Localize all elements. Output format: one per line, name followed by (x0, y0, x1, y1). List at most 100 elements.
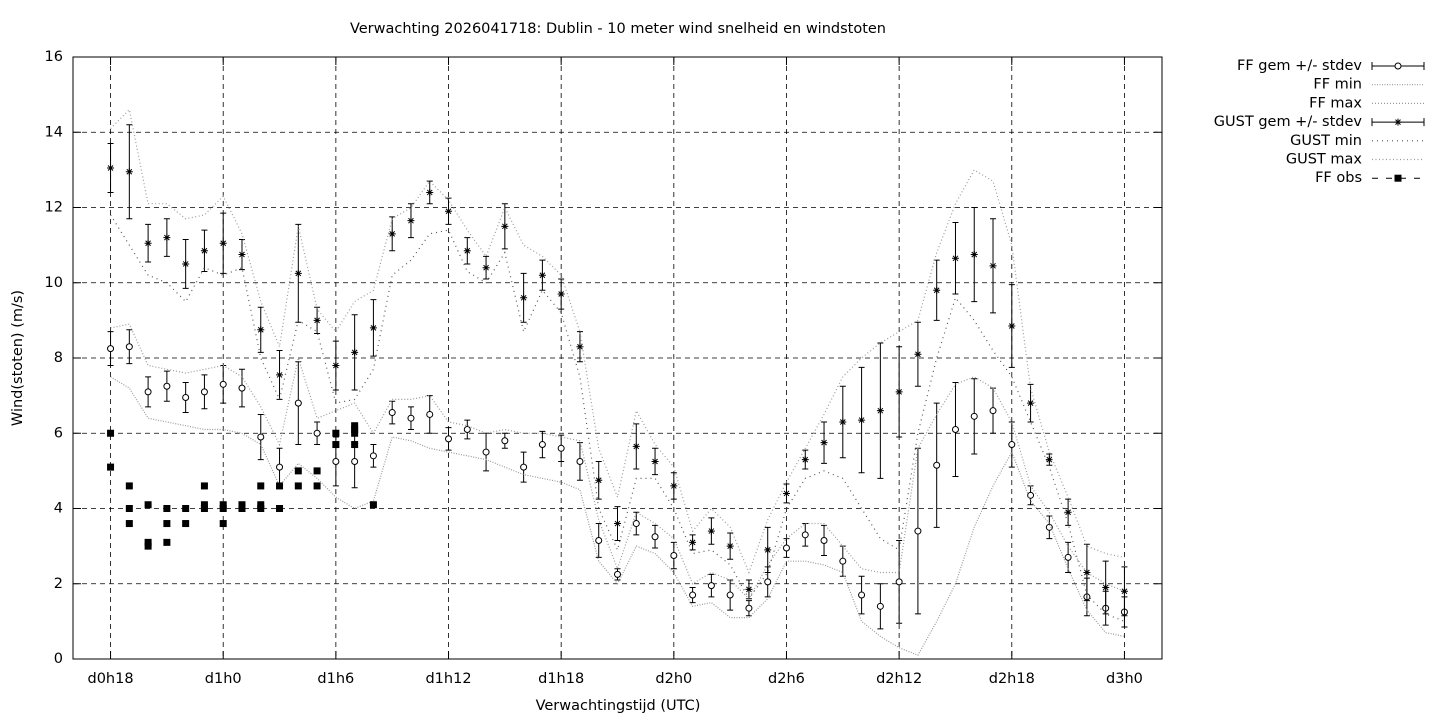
marker-circle (632, 520, 640, 528)
marker-circle (839, 557, 847, 565)
marker-circle (1045, 523, 1053, 531)
marker-circle (557, 444, 565, 452)
marker-circle (182, 394, 190, 402)
marker-square (163, 505, 171, 512)
marker-square (144, 501, 152, 509)
x-tick-label: d1h18 (538, 671, 584, 687)
marker-circle (595, 536, 603, 544)
marker-square (144, 538, 152, 546)
marker-square (332, 429, 340, 437)
marker-square (219, 505, 227, 512)
legend-label: GUST min (1290, 133, 1362, 149)
chart-title: Verwachting 2026041718: Dublin - 10 mete… (350, 21, 886, 37)
marker-circle (219, 380, 227, 388)
marker-star (276, 371, 284, 379)
legend: FF gem +/- stdev FF min FF max GUST gem +/-… (1214, 58, 1425, 186)
marker-circle (1064, 553, 1072, 561)
marker-circle (538, 441, 546, 449)
marker-circle (970, 412, 978, 420)
marker-circle (501, 437, 509, 445)
y-axis-label: Wind(stoten) (m/s) (10, 290, 26, 426)
marker-square (238, 501, 246, 509)
marker-star (200, 247, 208, 255)
marker-square (351, 429, 359, 437)
y-tick-label: 2 (54, 576, 63, 592)
marker-star (163, 234, 171, 242)
x-tick-label: d2h12 (876, 671, 922, 687)
marker-circle (858, 591, 866, 599)
y-tick-label: 14 (45, 124, 63, 140)
marker-square (294, 482, 302, 490)
y-tick-label: 16 (45, 49, 63, 65)
marker-star (745, 585, 753, 593)
marker-star (107, 164, 115, 172)
marker-square (313, 467, 321, 475)
plot-area (107, 108, 1128, 656)
legend-label: GUST gem +/- stdev (1214, 114, 1363, 130)
marker-star (858, 416, 866, 424)
marker-star (445, 207, 453, 215)
marker-star (1045, 456, 1053, 464)
marker-star (1027, 399, 1035, 407)
marker-circle (276, 463, 284, 471)
marker-circle (764, 578, 772, 586)
x-tick-label: d2h18 (989, 671, 1035, 687)
marker-circle (614, 570, 621, 578)
marker-circle (125, 343, 133, 351)
y-tick-label: 6 (54, 425, 63, 441)
marker-star (388, 230, 396, 238)
marker-circle (989, 407, 997, 415)
marker-square (351, 441, 359, 449)
legend-label: GUST max (1286, 152, 1363, 168)
marker-star (520, 294, 528, 302)
marker-circle (163, 382, 171, 390)
marker-star (538, 271, 546, 279)
marker-square (294, 467, 302, 475)
marker-square (351, 425, 359, 433)
marker-circle (895, 578, 903, 586)
plot-frame (72, 56, 1163, 660)
marker-star (651, 457, 659, 465)
range-line (110, 323, 1125, 600)
marker-square (219, 520, 227, 528)
marker-square (369, 501, 377, 509)
marker-square (163, 520, 171, 528)
marker-circle (332, 457, 340, 465)
marker-circle (651, 533, 659, 541)
y-tick-label: 12 (45, 200, 63, 216)
marker-circle (388, 409, 396, 417)
marker-circle (782, 544, 790, 552)
marker-star (501, 222, 509, 230)
marker-star (313, 316, 321, 324)
marker-star (1064, 508, 1072, 516)
y-tick-label: 8 (54, 350, 63, 366)
marker-circle (820, 536, 828, 544)
marker-star (1083, 568, 1091, 576)
marker-circle (369, 452, 377, 460)
legend-label: FF obs (1315, 170, 1362, 186)
legend-label: FF gem +/- stdev (1237, 58, 1362, 74)
marker-circle (576, 457, 584, 465)
marker-star (426, 188, 434, 196)
marker-star (614, 520, 621, 528)
marker-circle (801, 531, 809, 539)
legend-label: FF min (1313, 77, 1362, 93)
marker-circle (876, 602, 884, 610)
marker-square (125, 505, 133, 512)
marker-circle (914, 527, 922, 535)
marker-star (876, 407, 884, 415)
marker-star (576, 343, 584, 351)
marker-circle (1008, 441, 1016, 449)
marker-square (257, 505, 265, 512)
marker-square (351, 422, 359, 430)
marker-star (782, 489, 790, 497)
marker-star (125, 168, 133, 176)
marker-circle (200, 388, 208, 396)
marker-square (200, 482, 208, 490)
marker-circle (670, 552, 678, 560)
range-line (110, 108, 1125, 575)
x-tick-label: d2h0 (655, 671, 692, 687)
marker-star (595, 476, 603, 484)
marker-star (970, 251, 978, 259)
